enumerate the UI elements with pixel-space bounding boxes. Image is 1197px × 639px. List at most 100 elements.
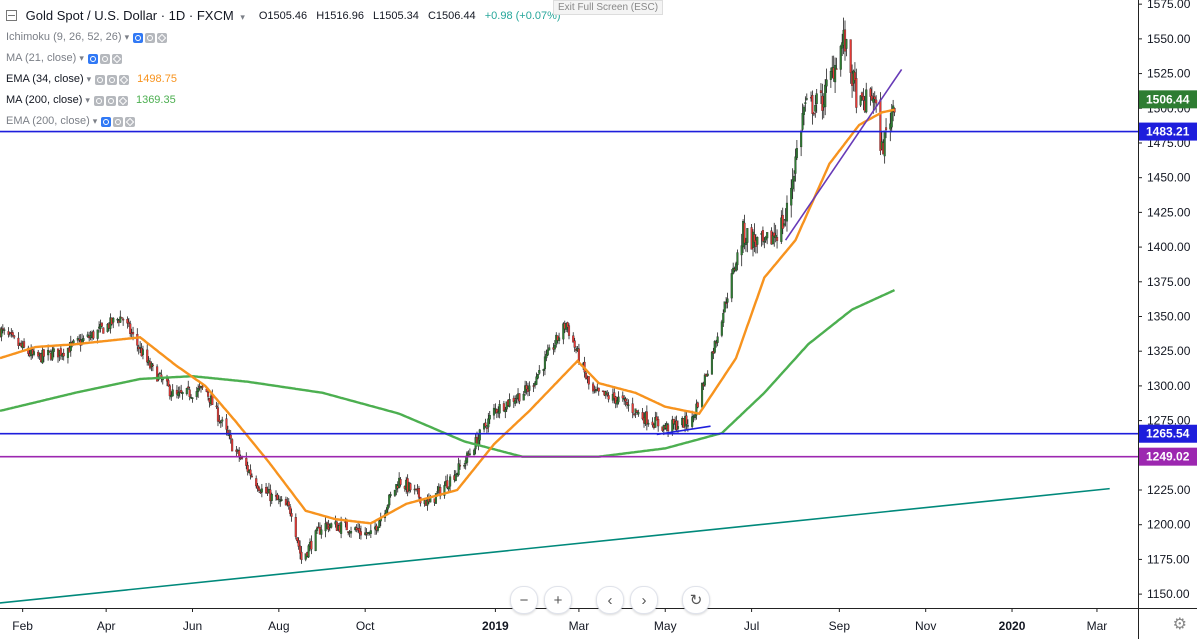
chevron-down-icon[interactable]: ▾ [124,32,130,42]
candle [535,376,538,385]
candle [723,301,726,313]
candle [276,494,279,501]
x-tick-label: Aug [268,619,289,633]
indicator-row[interactable]: MA (21, close) ▾ [6,48,567,69]
candle [542,368,545,371]
candle [201,386,204,388]
zoom-controls: − + ‹ › ↻ [510,586,710,614]
candle [706,373,709,376]
chevron-down-icon[interactable]: ▾ [85,95,90,105]
collapse-legend-icon[interactable] [6,10,17,21]
candle [623,398,626,400]
candle [215,405,218,408]
chevron-down-icon[interactable]: ▾ [86,74,92,84]
candle [316,527,319,531]
close-icon[interactable] [125,116,136,127]
candle [417,487,421,498]
close-icon[interactable] [111,53,122,64]
candle [156,366,159,382]
candle [0,328,3,337]
reset-icon: ↻ [689,592,703,609]
candle [753,234,756,243]
candle [691,416,694,427]
trend-line[interactable] [784,68,903,241]
scroll-back-button[interactable]: ‹ [596,586,624,614]
indicator-label[interactable]: EMA (200, close) [6,115,90,127]
indicator-label[interactable]: Ichimoku (9, 26, 52, 26) [6,31,122,43]
candle [257,487,261,491]
candle [801,113,804,130]
settings-icon[interactable] [105,95,116,106]
eye-icon[interactable] [101,116,112,127]
indicator-label[interactable]: MA (21, close) [6,52,77,64]
close-icon[interactable] [117,95,128,106]
candle [216,407,220,422]
candle [686,425,689,427]
candle [369,530,372,534]
eye-icon[interactable] [95,74,106,85]
candle [655,416,658,421]
settings-icon[interactable] [113,116,124,127]
candle [617,396,620,403]
indicator-row[interactable]: EMA (34, close) ▾ 1498.75 [6,69,567,90]
candle [771,235,774,245]
indicator-label[interactable]: EMA (34, close) [6,73,84,85]
candle [190,396,193,399]
candle [696,402,699,408]
zoom-out-button[interactable]: − [510,586,538,614]
indicator-row[interactable]: MA (200, close) ▾ 1369.35 [6,90,567,111]
chevron-down-icon[interactable]: ▾ [240,12,245,22]
eye-icon[interactable] [93,95,104,106]
candle [446,480,449,489]
candle [593,389,596,391]
candle [120,317,123,319]
candle [386,505,389,510]
candle [485,427,488,429]
eye-icon[interactable] [133,32,144,43]
candle [865,89,868,113]
chevron-down-icon[interactable]: ▾ [92,116,98,126]
y-tick-label: 1575.00 [1147,0,1191,11]
exit-fullscreen-button[interactable]: Exit Full Screen (ESC) [553,0,664,15]
indicator-label[interactable]: MA (200, close) [6,94,83,106]
settings-icon[interactable] [99,53,110,64]
candle [726,298,729,303]
trend-line[interactable] [0,487,1110,604]
candle [330,523,333,528]
reset-chart-button[interactable]: ↻ [682,586,710,614]
candle [324,523,327,532]
candle [225,418,228,430]
chevron-down-icon[interactable]: ▾ [79,53,84,63]
candle [613,392,616,399]
close-icon[interactable] [119,74,130,85]
indicator-row[interactable]: EMA (200, close) ▾ [6,111,567,132]
candle [454,474,457,481]
symbol-title[interactable]: Gold Spot / U.S. Dollar · 1D · FXCM ▾ [6,5,249,28]
candle [349,531,353,534]
zoom-in-button[interactable]: + [544,586,572,614]
candle [99,324,102,329]
candle [584,372,588,379]
open-value: O1505.46 [258,10,308,22]
candle [635,410,638,413]
candle [870,95,873,101]
candle [340,522,343,534]
indicator-row[interactable]: Ichimoku (9, 26, 52, 26) ▾ [6,27,567,48]
candle [187,386,190,389]
candle [710,352,714,375]
scroll-forward-button[interactable]: › [630,586,658,614]
candle [890,111,893,128]
close-icon[interactable] [157,32,168,43]
gear-icon[interactable]: ⚙ [1172,616,1187,633]
candle [536,373,539,379]
settings-icon[interactable] [145,32,156,43]
eye-icon[interactable] [87,53,98,64]
candle [122,318,125,321]
y-tick-label: 1225.00 [1147,483,1191,497]
candle [667,424,670,432]
candle [345,521,348,531]
settings-icon[interactable] [107,74,118,85]
indicator-value: 1369.35 [135,94,176,106]
